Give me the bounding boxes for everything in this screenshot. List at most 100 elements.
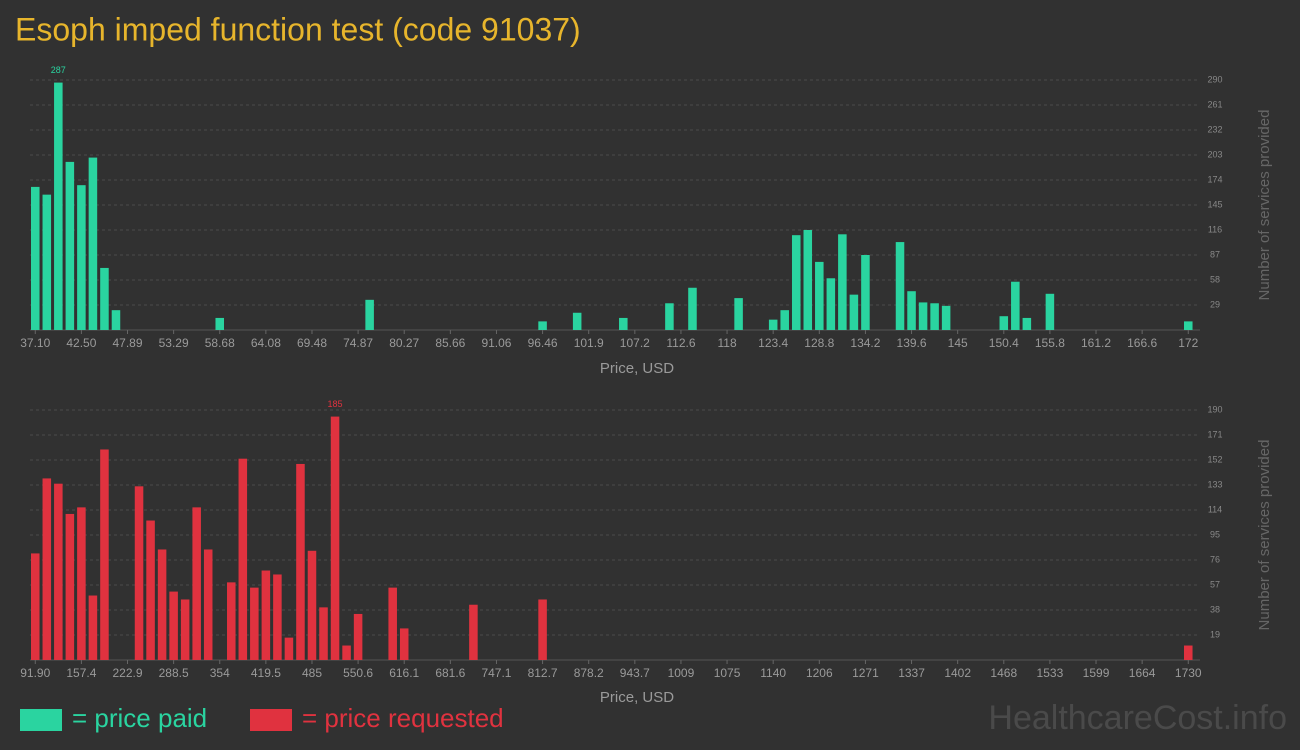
legend-label: = price paid: [72, 703, 207, 733]
bar: [768, 319, 778, 330]
bar: [146, 520, 155, 660]
x-tick-label: 145: [948, 336, 968, 350]
y-tick-label: 57: [1210, 579, 1220, 589]
bar: [65, 161, 75, 330]
y-tick-label: 145: [1207, 199, 1222, 209]
bar: [1184, 645, 1193, 660]
bar: [1022, 317, 1032, 330]
x-tick-label: 47.89: [112, 336, 142, 350]
bar: [77, 507, 86, 660]
bar: [849, 294, 859, 330]
bar: [895, 242, 905, 330]
max-value-label: 287: [51, 65, 66, 75]
x-tick-label: 85.66: [435, 336, 465, 350]
x-tick-label: 134.2: [850, 336, 880, 350]
x-tick-label: 288.5: [159, 666, 189, 680]
x-tick-label: 123.4: [758, 336, 788, 350]
x-tick-label: 878.2: [574, 666, 604, 680]
bar: [250, 587, 259, 660]
bar: [861, 255, 870, 330]
x-tick-label: 118: [717, 336, 736, 350]
x-tick-label: 485: [302, 666, 322, 680]
x-tick-label: 91.90: [20, 666, 50, 680]
y-tick-label: 95: [1210, 529, 1220, 539]
y-tick-label: 171: [1207, 429, 1222, 439]
bar: [54, 82, 63, 330]
y-tick-label: 114: [1208, 504, 1222, 514]
y-tick-label: 261: [1207, 99, 1222, 109]
x-tick-label: 166.6: [1127, 336, 1157, 350]
bar: [791, 235, 801, 330]
bar: [203, 549, 213, 660]
y-tick-label: 190: [1207, 404, 1222, 414]
x-tick-label: 1468: [990, 666, 1017, 680]
bar: [284, 637, 294, 660]
watermark: HealthcareCost.info: [988, 699, 1287, 737]
bar: [538, 599, 547, 660]
x-tick-label: 1730: [1175, 666, 1202, 680]
x-tick-label: 80.27: [389, 336, 419, 350]
bar: [1045, 293, 1055, 330]
bar: [1011, 281, 1020, 330]
x-tick-label: 128.8: [804, 336, 834, 350]
x-tick-label: 157.4: [66, 666, 96, 680]
x-tick-label: 1599: [1083, 666, 1110, 680]
bar: [180, 599, 190, 660]
x-tick-label: 42.50: [66, 336, 96, 350]
y-tick-label: 116: [1208, 224, 1222, 234]
y-axis-title: Number of services provided: [1256, 440, 1273, 631]
bar: [399, 628, 409, 660]
bar: [192, 507, 201, 660]
x-tick-label: 812.7: [528, 666, 558, 680]
bar: [296, 463, 305, 660]
x-tick-label: 1075: [714, 666, 741, 680]
bar: [54, 483, 63, 660]
bar: [918, 302, 928, 330]
bar: [65, 513, 75, 660]
bar: [227, 582, 236, 660]
x-tick-label: 139.6: [897, 336, 927, 350]
bar: [307, 550, 317, 660]
x-tick-label: 222.9: [112, 666, 142, 680]
bar: [619, 317, 628, 330]
x-tick-label: 747.1: [481, 666, 511, 680]
x-tick-label: 1140: [760, 666, 786, 680]
x-tick-label: 107.2: [620, 336, 650, 350]
bar: [538, 321, 547, 330]
y-tick-label: 19: [1210, 629, 1220, 639]
x-tick-label: 150.4: [989, 336, 1019, 350]
bar: [134, 486, 144, 660]
bar: [838, 234, 847, 330]
y-tick-label: 203: [1207, 149, 1222, 159]
x-axis-title: Price, USD: [600, 360, 674, 377]
bar: [665, 303, 674, 330]
bar: [815, 261, 824, 330]
bar: [907, 291, 916, 330]
x-tick-label: 419.5: [251, 666, 281, 680]
y-tick-label: 133: [1207, 479, 1222, 489]
bar: [261, 570, 271, 660]
y-tick-label: 174: [1207, 174, 1222, 184]
x-tick-label: 161.2: [1081, 336, 1111, 350]
y-tick-label: 38: [1210, 604, 1220, 614]
bar: [342, 645, 351, 660]
bar: [469, 604, 478, 660]
bar: [780, 310, 789, 330]
legend-label: = price requested: [302, 703, 504, 733]
x-tick-label: 58.68: [205, 336, 235, 350]
x-tick-label: 1337: [898, 666, 925, 680]
y-tick-label: 290: [1207, 74, 1222, 84]
bar: [215, 317, 225, 330]
bar: [273, 574, 282, 660]
x-axis-title: Price, USD: [600, 689, 674, 706]
x-tick-label: 1009: [668, 666, 695, 680]
x-tick-label: 1664: [1129, 666, 1156, 680]
x-tick-label: 354: [210, 666, 230, 680]
bar: [111, 310, 121, 330]
y-tick-label: 232: [1207, 124, 1222, 134]
x-tick-label: 681.6: [435, 666, 465, 680]
bar: [42, 478, 52, 660]
bar: [930, 303, 939, 330]
